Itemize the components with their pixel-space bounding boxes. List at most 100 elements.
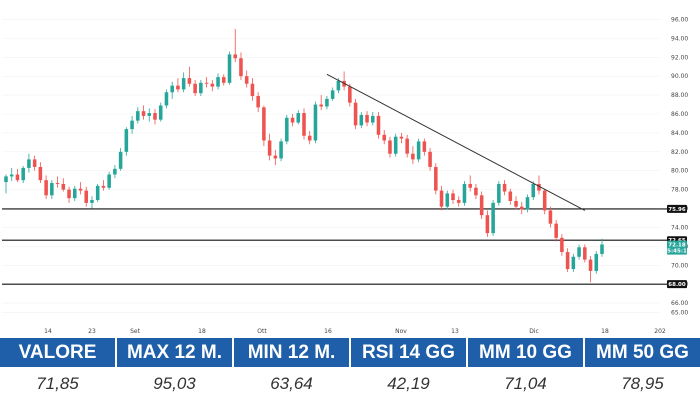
candle-body	[9, 174, 14, 177]
candle-body	[439, 190, 444, 207]
candle-body	[141, 111, 146, 116]
candle-body	[210, 83, 215, 87]
candle-body	[27, 159, 31, 168]
y-tick-label: 78.00	[671, 187, 688, 194]
candle-body	[130, 120, 134, 130]
candles	[4, 28, 604, 283]
stat-mm-50gg: MM 50 GG 78,95	[585, 338, 700, 400]
stat-value: 78,95	[585, 367, 700, 400]
candle-body	[542, 190, 547, 211]
candle-body	[44, 180, 48, 196]
stat-max-12m: MAX 12 M. 95,03	[117, 338, 232, 400]
stat-mm-10gg: MM 10 GG 71,04	[468, 338, 583, 400]
candle-body	[32, 159, 37, 167]
x-tick-label: 13	[451, 328, 459, 335]
candle-body	[583, 247, 587, 260]
candle-body	[296, 113, 301, 123]
candle-body	[537, 183, 541, 191]
candle-body	[302, 113, 306, 136]
x-tick-label: Set	[130, 328, 141, 335]
candle-body	[72, 188, 77, 199]
candle-body	[382, 134, 387, 141]
y-tick-label: 80.00	[671, 168, 688, 175]
candle-body	[370, 115, 375, 123]
x-tick-label: 23	[88, 328, 96, 335]
candle-body	[4, 176, 8, 183]
x-tick-label: 18	[198, 328, 206, 335]
level-badge	[667, 204, 687, 213]
stat-value: 42,19	[351, 367, 466, 400]
candle-body	[445, 193, 450, 207]
candle-body	[388, 140, 392, 154]
candle-body	[21, 167, 25, 181]
y-tick-label: 70.00	[671, 262, 688, 269]
candle-body	[428, 151, 432, 167]
candle-body	[78, 188, 83, 191]
candle-body	[95, 185, 100, 201]
candle-body	[84, 190, 89, 203]
y-tick-label: 66.00	[671, 300, 688, 307]
candle-body	[502, 183, 507, 192]
candle-body	[594, 253, 599, 271]
candle-body	[216, 77, 220, 87]
candle-body	[61, 183, 66, 190]
candle-body	[353, 102, 358, 126]
candle-body	[285, 117, 289, 142]
stat-header: MM 50 GG	[585, 338, 700, 367]
candle-body	[600, 244, 604, 254]
y-axis-ticks: 96.00 94.00 92.00 90.00 88.00 86.00 84.00 82.00…	[671, 16, 688, 316]
x-tick-label: Nov	[395, 328, 407, 335]
level-badge-label: 75.96	[668, 207, 686, 213]
candle-body	[204, 82, 209, 84]
stat-value: 95,03	[117, 367, 232, 400]
candle-body	[273, 155, 278, 159]
y-tick-label: 82.00	[671, 149, 688, 156]
candle-body	[67, 189, 71, 199]
x-tick-label: Ott	[257, 328, 267, 335]
candle-body	[227, 54, 232, 83]
candle-body	[164, 92, 169, 106]
candle-body	[221, 77, 226, 83]
candle-body	[193, 83, 197, 94]
x-tick-label: 16	[324, 328, 332, 335]
y-tick-label: 65.00	[671, 310, 688, 317]
candle-body	[479, 195, 484, 216]
stat-header: MM 10 GG	[468, 338, 583, 367]
candle-body	[187, 78, 192, 84]
price-badge-time: 05:45:18	[663, 249, 691, 255]
candle-body	[113, 168, 117, 175]
candle-body	[233, 54, 238, 59]
y-tick-label: 74.00	[671, 224, 688, 231]
candle-body	[451, 193, 455, 201]
candle-body	[474, 187, 478, 196]
candle-body	[565, 252, 570, 270]
trend-line	[326, 73, 586, 211]
candle-body	[348, 86, 352, 103]
candle-body	[525, 197, 530, 210]
y-tick-label: 94.00	[671, 35, 688, 42]
candle-body	[399, 136, 404, 139]
candle-body	[90, 200, 94, 203]
stat-value: 63,64	[234, 367, 349, 400]
candle-body	[325, 98, 329, 107]
x-tick-label: 202	[654, 328, 666, 335]
candle-body	[199, 82, 203, 94]
level-badge	[667, 280, 687, 289]
candle-body	[250, 83, 255, 97]
candle-body	[330, 90, 335, 99]
candle-body	[124, 129, 129, 152]
candle-body	[560, 237, 564, 253]
horizontal-gridlines	[2, 19, 660, 313]
stat-valore: VALORE 71,85	[0, 338, 115, 400]
candle-body	[416, 141, 421, 160]
candle-body	[15, 174, 20, 181]
x-tick-label: Dic	[529, 328, 539, 335]
candle-body	[519, 206, 524, 210]
y-tick-label: 90.00	[671, 73, 688, 80]
x-axis-ticks: 14 23 Set 18 Ott 16 Nov 13 Dic 18 202	[44, 328, 666, 335]
stat-header: RSI 14 GG	[351, 338, 466, 367]
x-tick-label: 14	[44, 328, 52, 335]
stat-value: 71,85	[0, 367, 115, 400]
y-tick-label: 84.00	[671, 130, 688, 137]
candlestick-chart-svg: 96.00 94.00 92.00 90.00 88.00 86.00 84.00 82.00…	[2, 16, 691, 335]
